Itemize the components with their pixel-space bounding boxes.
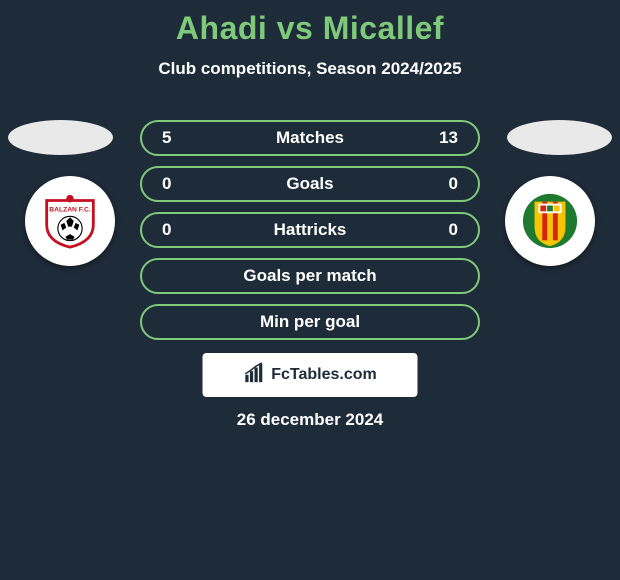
- stat-label: Hattricks: [142, 220, 478, 240]
- page-title: Ahadi vs Micallef: [0, 0, 620, 47]
- stat-left-value: 5: [162, 128, 171, 148]
- stat-right-value: 0: [449, 220, 458, 240]
- stat-row-hattricks: 0 Hattricks 0: [140, 212, 480, 248]
- birkirkara-fc-crest-icon: [521, 192, 579, 250]
- stat-right-value: 13: [439, 128, 458, 148]
- player-right-silhouette: [507, 120, 612, 155]
- fctables-logo: FcTables.com: [203, 353, 418, 397]
- stat-row-goals: 0 Goals 0: [140, 166, 480, 202]
- stat-row-gpm: Goals per match: [140, 258, 480, 294]
- club-badge-right: [505, 176, 595, 266]
- svg-text:BALZAN F.C.: BALZAN F.C.: [49, 207, 91, 214]
- club-badge-left: BALZAN F.C.: [25, 176, 115, 266]
- stat-label: Min per goal: [260, 312, 360, 332]
- stat-row-matches: 5 Matches 13: [140, 120, 480, 156]
- balzan-fc-crest-icon: BALZAN F.C.: [42, 193, 98, 249]
- date-text: 26 december 2024: [0, 410, 620, 430]
- bar-chart-icon: [243, 362, 265, 389]
- fctables-text: FcTables.com: [271, 366, 377, 384]
- stat-right-value: 0: [449, 174, 458, 194]
- player-left-silhouette: [8, 120, 113, 155]
- stat-left-value: 0: [162, 220, 171, 240]
- subtitle: Club competitions, Season 2024/2025: [0, 59, 620, 79]
- stats-panel: 5 Matches 13 0 Goals 0 0 Hattricks 0 Goa…: [140, 120, 480, 340]
- stat-left-value: 0: [162, 174, 171, 194]
- stat-label: Goals: [142, 174, 478, 194]
- stat-label: Goals per match: [243, 266, 376, 286]
- stat-row-mpg: Min per goal: [140, 304, 480, 340]
- stat-label: Matches: [142, 128, 478, 148]
